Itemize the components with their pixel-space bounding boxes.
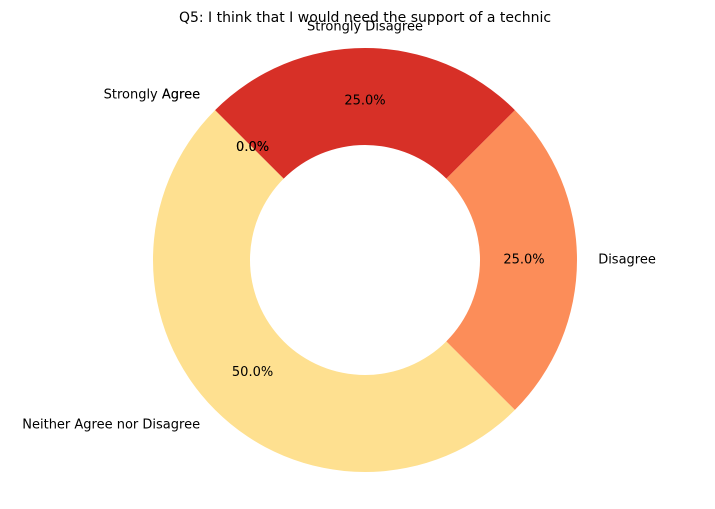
percent-label-strongly-disagree: 25.0% <box>344 94 385 109</box>
slice-neither-agree-nor-disagree <box>153 110 515 472</box>
category-label-strongly-agree: Strongly Agree <box>104 88 201 103</box>
slice-disagree <box>446 110 577 410</box>
percent-label-neither-agree-nor-disagree: 50.0% <box>232 365 273 380</box>
percent-label-agree: 0.0% <box>236 140 269 155</box>
percent-label-disagree: 25.0% <box>503 253 544 268</box>
slice-strongly-disagree <box>215 48 515 179</box>
chart-title: Q5: I think that I would need the suppor… <box>179 10 551 26</box>
category-label-agree: Agree <box>162 88 200 103</box>
category-label-neither-agree-nor-disagree: Neither Agree nor Disagree <box>22 417 200 432</box>
donut-slices <box>153 48 577 472</box>
percent-label-strongly-agree: 0.0% <box>236 140 269 155</box>
category-label-strongly-disagree: Strongly Disagree <box>307 19 423 34</box>
category-label-disagree: Disagree <box>598 253 656 268</box>
